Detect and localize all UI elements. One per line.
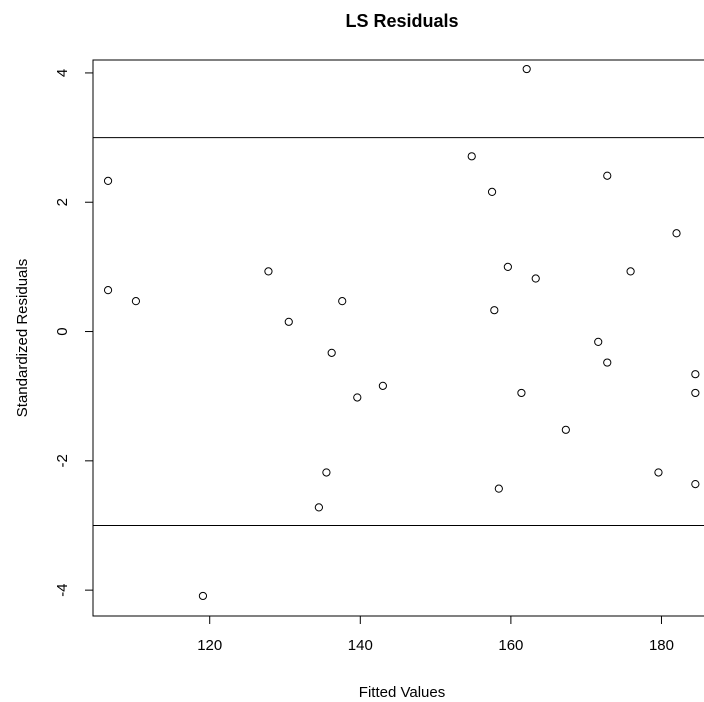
- data-point: [490, 306, 499, 315]
- y-tick-label: -4: [54, 583, 71, 596]
- data-point: [103, 286, 113, 295]
- data-point: [517, 388, 526, 398]
- data-point: [603, 171, 612, 180]
- data-points: [103, 64, 700, 601]
- x-tick-label: 140: [348, 637, 373, 654]
- x-tick-label: 180: [649, 637, 674, 654]
- data-point: [467, 152, 476, 161]
- data-point: [603, 358, 612, 367]
- data-point: [103, 176, 113, 185]
- data-point: [561, 425, 570, 434]
- y-tick-label: 2: [54, 198, 71, 206]
- data-point: [353, 393, 362, 402]
- data-point: [284, 317, 293, 326]
- data-point: [131, 297, 141, 306]
- y-axis: -4 -2 0 2 4: [54, 69, 93, 597]
- data-point: [327, 348, 336, 357]
- plot-frame: [92, 59, 704, 617]
- data-point: [487, 187, 497, 196]
- y-tick-label: 0: [54, 327, 71, 335]
- data-point: [691, 388, 700, 398]
- x-axis: 120 140 160 180: [197, 616, 674, 654]
- y-axis-label: Standardized Residuals: [14, 259, 31, 417]
- data-point: [594, 337, 603, 346]
- data-point: [314, 503, 323, 512]
- x-tick-label: 120: [197, 637, 222, 654]
- reference-lines: [93, 137, 704, 526]
- data-point: [654, 468, 663, 477]
- data-point: [531, 274, 540, 283]
- data-point: [672, 229, 681, 238]
- data-point: [691, 370, 700, 379]
- data-point: [264, 267, 273, 276]
- data-point: [322, 468, 331, 477]
- data-point: [494, 484, 503, 493]
- data-point: [503, 262, 512, 271]
- data-point: [691, 480, 700, 489]
- data-point: [338, 297, 347, 306]
- data-point: [522, 64, 531, 74]
- x-axis-label: Fitted Values: [359, 684, 445, 701]
- data-point: [198, 591, 208, 601]
- data-point: [626, 267, 635, 276]
- y-tick-label: -2: [54, 454, 71, 467]
- data-point: [378, 381, 387, 390]
- y-tick-label: 4: [54, 69, 71, 77]
- chart-title: LS Residuals: [345, 11, 458, 31]
- x-tick-label: 160: [498, 637, 523, 654]
